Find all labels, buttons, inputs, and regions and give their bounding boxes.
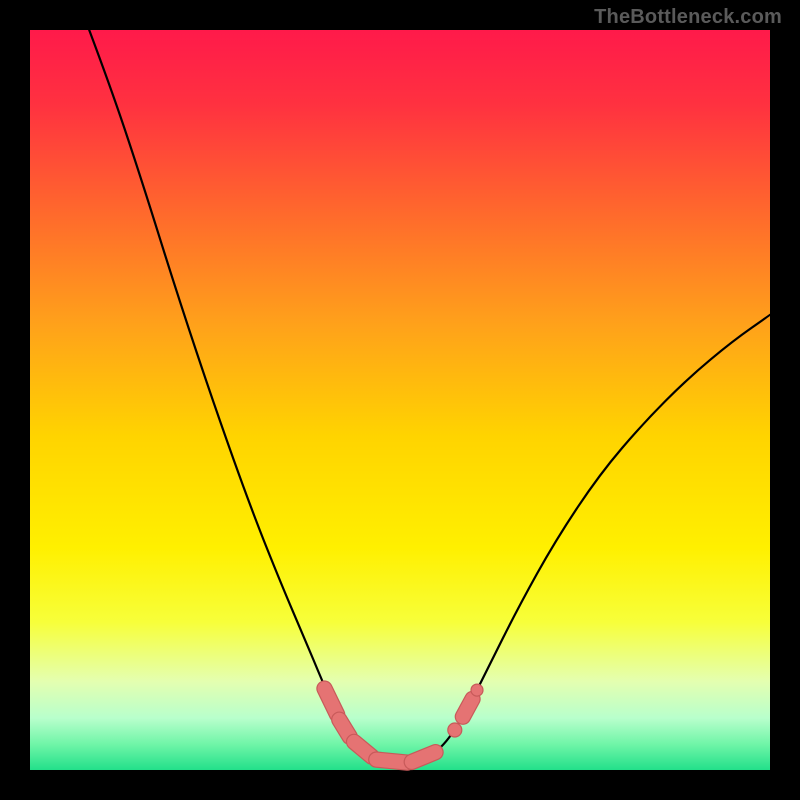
watermark-text: TheBottleneck.com — [594, 6, 782, 29]
bottleneck-curve — [89, 30, 770, 763]
plot-area — [30, 30, 770, 770]
bottleneck-curve-layer — [30, 30, 770, 770]
chart-frame: TheBottleneck.com — [0, 0, 800, 800]
bottleneck-region-markers — [325, 684, 484, 763]
